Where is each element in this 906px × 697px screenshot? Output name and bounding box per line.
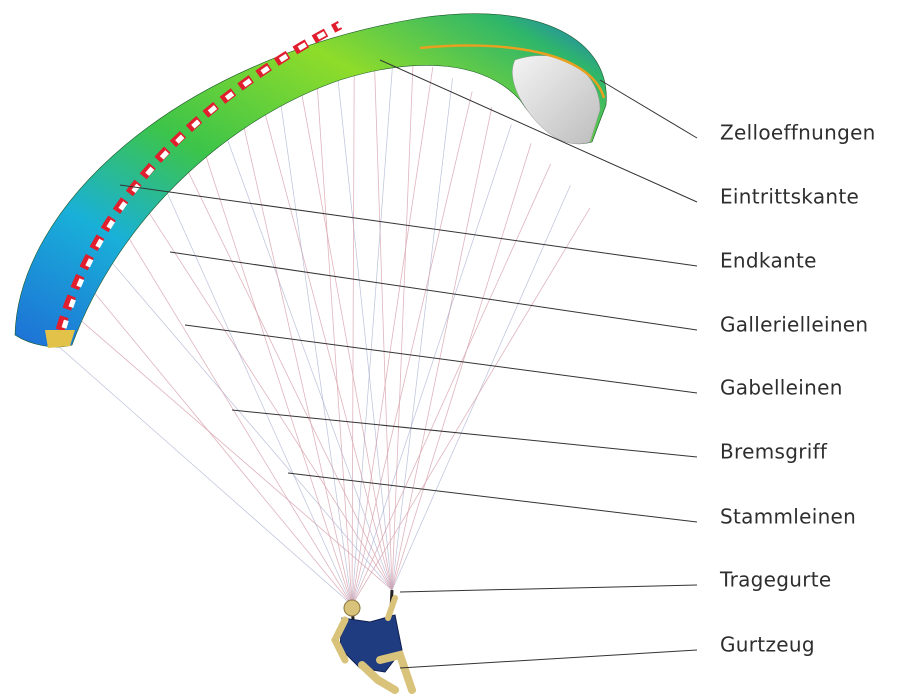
rigging-line (352, 47, 354, 605)
rigging-line (40, 330, 352, 605)
rigging-line (138, 196, 392, 590)
rigging-line (352, 92, 472, 605)
leader-line (400, 585, 697, 592)
part-label: Endkante (720, 249, 817, 273)
leader-line (185, 325, 697, 393)
rigging-line (79, 274, 352, 605)
rigging-line (392, 58, 413, 590)
page: {"labels": ["Zelloeffnungen", "Eintritts… (0, 0, 906, 697)
rigging-line (352, 208, 590, 605)
paraglider-diagram: Zelloeffnungen Eintrittskante Endkante Gall… (0, 0, 906, 697)
rigging-line (352, 164, 551, 605)
rigging-line (392, 185, 570, 590)
part-label: Gurtzeug (720, 633, 815, 657)
rigging-line (99, 247, 392, 590)
rigging-line (335, 48, 392, 590)
labels: Zelloeffnungen Eintrittskante Endkante Gall… (719, 121, 876, 657)
rigging-line (197, 129, 352, 605)
part-label: Zelloeffnungen (720, 121, 876, 145)
rigging-line (392, 78, 453, 590)
rigging-line (352, 52, 394, 605)
part-label: Tragegurte (719, 568, 832, 592)
leader-line (600, 80, 697, 138)
rigging-line (60, 302, 392, 590)
part-label: Stammleinen (720, 505, 856, 529)
leader-line (288, 473, 697, 522)
leader-line (120, 185, 697, 266)
rigging-line (374, 48, 392, 590)
rigging-line (119, 221, 352, 605)
rigging (40, 47, 590, 605)
part-label: Bremsgriff (720, 440, 828, 464)
leader-line (170, 252, 697, 330)
rigging-line (392, 107, 492, 590)
rigging-line (217, 110, 392, 590)
pilot (335, 590, 412, 690)
leader-line (400, 650, 697, 668)
rigging-line (158, 172, 352, 605)
part-label: Eintrittskante (720, 185, 859, 209)
part-label: Gallerielleinen (720, 313, 868, 337)
rigging-line (392, 143, 531, 590)
part-label: Gabelleinen (720, 376, 843, 400)
rigging-line (276, 68, 352, 605)
